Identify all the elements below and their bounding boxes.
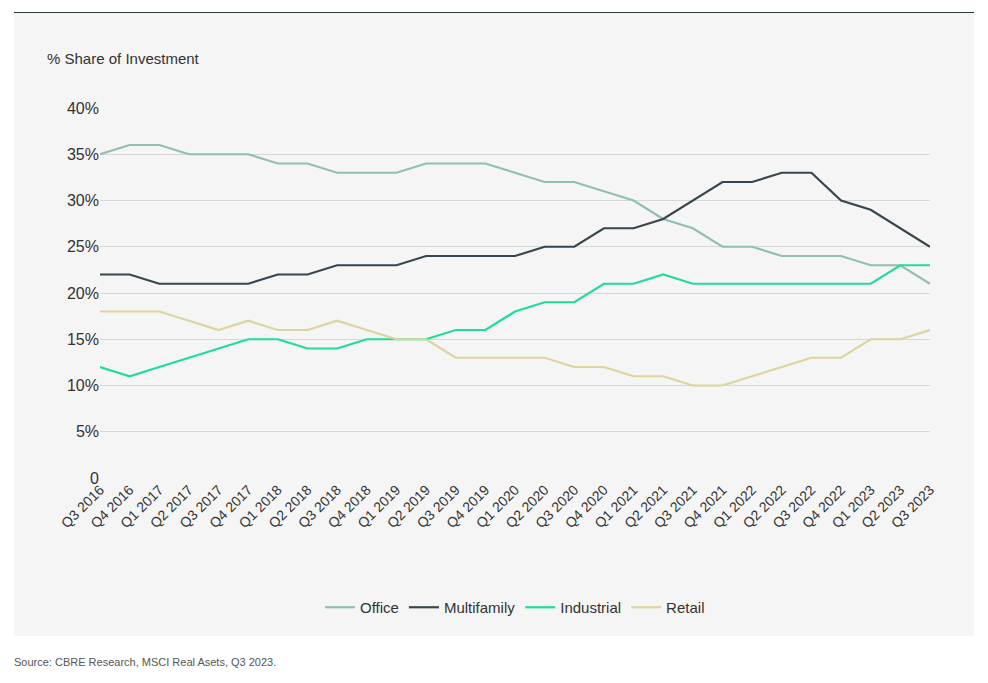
svg-text:Office: Office xyxy=(360,599,399,616)
svg-text:Q3 2021: Q3 2021 xyxy=(651,482,700,531)
svg-text:Q1 2020: Q1 2020 xyxy=(473,482,522,531)
svg-text:Q2 2020: Q2 2020 xyxy=(502,482,551,531)
svg-text:Q2 2019: Q2 2019 xyxy=(384,482,433,531)
svg-text:35%: 35% xyxy=(67,146,99,163)
svg-text:0: 0 xyxy=(90,470,99,487)
svg-text:20%: 20% xyxy=(67,285,99,302)
svg-text:% Share of Investment: % Share of Investment xyxy=(47,50,200,67)
svg-text:Q2 2018: Q2 2018 xyxy=(265,482,314,531)
svg-text:Q1 2018: Q1 2018 xyxy=(236,482,285,531)
svg-text:Q4 2019: Q4 2019 xyxy=(443,482,492,531)
svg-text:Q1 2023: Q1 2023 xyxy=(828,482,877,531)
svg-text:5%: 5% xyxy=(76,423,99,440)
svg-text:25%: 25% xyxy=(67,238,99,255)
svg-text:Q1 2022: Q1 2022 xyxy=(710,482,759,531)
svg-text:Q2 2021: Q2 2021 xyxy=(621,482,670,531)
svg-text:Q1 2017: Q1 2017 xyxy=(117,482,166,531)
svg-text:Q3 2019: Q3 2019 xyxy=(413,482,462,531)
svg-text:Retail: Retail xyxy=(666,599,704,616)
svg-text:Q3 2017: Q3 2017 xyxy=(176,482,225,531)
svg-text:Q1 2021: Q1 2021 xyxy=(591,482,640,531)
svg-text:Q3 2018: Q3 2018 xyxy=(295,482,344,531)
svg-text:Q2 2023: Q2 2023 xyxy=(858,482,907,531)
html-text:Source: CBRE Research, MSCI Re: Source: CBRE Research, MSCI Real Asets, … xyxy=(14,656,277,668)
svg-text:Multifamily: Multifamily xyxy=(444,599,515,616)
svg-text:Q3 2022: Q3 2022 xyxy=(769,482,818,531)
svg-text:Industrial: Industrial xyxy=(560,599,621,616)
svg-text:10%: 10% xyxy=(67,377,99,394)
svg-text:Q4 2017: Q4 2017 xyxy=(206,482,255,531)
svg-text:Q4 2020: Q4 2020 xyxy=(562,482,611,531)
svg-text:Q4 2021: Q4 2021 xyxy=(680,482,729,531)
svg-text:Q2 2022: Q2 2022 xyxy=(740,482,789,531)
svg-text:Q4 2016: Q4 2016 xyxy=(87,482,136,531)
svg-text:30%: 30% xyxy=(67,192,99,209)
svg-text:Q3 2023: Q3 2023 xyxy=(888,482,937,531)
svg-text:Q2 2017: Q2 2017 xyxy=(147,482,196,531)
svg-text:Q3 2016: Q3 2016 xyxy=(58,482,107,531)
svg-text:Q1 2019: Q1 2019 xyxy=(354,482,403,531)
svg-text:40%: 40% xyxy=(67,100,99,117)
svg-text:15%: 15% xyxy=(67,331,99,348)
svg-text:Q3 2020: Q3 2020 xyxy=(532,482,581,531)
svg-text:Q4 2022: Q4 2022 xyxy=(799,482,848,531)
svg-text:Q4 2018: Q4 2018 xyxy=(325,482,374,531)
